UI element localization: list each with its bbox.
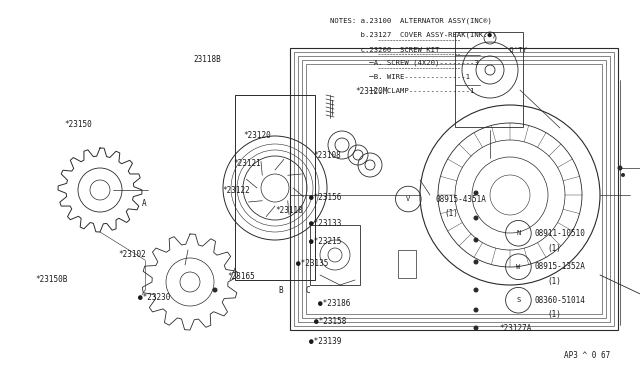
Text: NOTES: a.23100  ALTERNATOR ASSY(INC®): NOTES: a.23100 ALTERNATOR ASSY(INC®)	[330, 18, 492, 25]
Circle shape	[474, 190, 479, 196]
Bar	[298, 56, 610, 322]
Text: S: S	[516, 297, 520, 303]
Text: N: N	[516, 230, 520, 236]
Text: ●*23230: ●*23230	[138, 293, 170, 302]
Circle shape	[474, 260, 479, 264]
Text: ●*23186: ●*23186	[318, 299, 351, 308]
Text: *23120: *23120	[243, 131, 271, 140]
Circle shape	[618, 166, 623, 170]
Text: 23118B: 23118B	[193, 55, 221, 64]
Bar	[290, 48, 618, 330]
Text: *23122: *23122	[223, 186, 250, 195]
Circle shape	[474, 326, 479, 330]
Text: ●*23133: ●*23133	[309, 219, 342, 228]
Text: (1): (1)	[547, 244, 561, 253]
Bar	[306, 64, 602, 314]
Circle shape	[474, 215, 479, 221]
Circle shape	[621, 173, 625, 177]
Text: (1): (1)	[547, 277, 561, 286]
Text: *23108: *23108	[314, 151, 341, 160]
Bar	[310, 225, 360, 285]
Text: *23150: *23150	[64, 120, 92, 129]
Bar	[398, 250, 416, 278]
Text: A: A	[142, 199, 147, 208]
Text: W: W	[516, 264, 520, 270]
Text: ●*23158: ●*23158	[314, 317, 346, 326]
Text: *23120M: *23120M	[355, 87, 388, 96]
Text: 08360-51014: 08360-51014	[534, 296, 585, 305]
Text: ●*23156: ●*23156	[309, 193, 342, 202]
Text: *23102: *23102	[118, 250, 146, 259]
Text: ─A. SCREW (4X20)--------3: ─A. SCREW (4X20)--------3	[330, 60, 479, 67]
Bar	[302, 60, 606, 318]
Circle shape	[474, 308, 479, 312]
Text: B: B	[278, 286, 283, 295]
Text: C: C	[305, 286, 310, 295]
Bar	[455, 32, 523, 127]
Bar	[294, 52, 614, 326]
Text: (1): (1)	[547, 310, 561, 319]
Circle shape	[474, 288, 479, 292]
Circle shape	[212, 288, 218, 292]
Text: ●*23139: ●*23139	[309, 337, 342, 346]
Text: 08911-10510: 08911-10510	[534, 229, 585, 238]
Text: *23118: *23118	[275, 206, 303, 215]
Text: AP3 ^ 0 67: AP3 ^ 0 67	[564, 351, 610, 360]
Text: 08915-4351A: 08915-4351A	[435, 195, 486, 203]
Text: ●*23215: ●*23215	[309, 237, 342, 246]
Text: *23121: *23121	[234, 159, 261, 168]
Circle shape	[474, 237, 479, 243]
Text: ─C. CLAMP--------------1: ─C. CLAMP--------------1	[330, 88, 474, 94]
Text: *23127A: *23127A	[499, 324, 532, 333]
Text: V: V	[406, 196, 410, 202]
Text: (1): (1)	[445, 209, 459, 218]
Bar	[235, 95, 315, 280]
Text: c.23200  SCREW KIT                Q'TY: c.23200 SCREW KIT Q'TY	[330, 46, 527, 52]
Text: ●*23135: ●*23135	[296, 259, 328, 268]
Text: ─B. WIRE--------------1: ─B. WIRE--------------1	[330, 74, 470, 80]
Text: *23165: *23165	[227, 272, 255, 280]
Text: 08915-1352A: 08915-1352A	[534, 262, 585, 271]
Text: b.23127  COVER ASSY-REAK(INK.●): b.23127 COVER ASSY-REAK(INK.●)	[330, 32, 496, 38]
Text: *23150B: *23150B	[35, 275, 68, 283]
